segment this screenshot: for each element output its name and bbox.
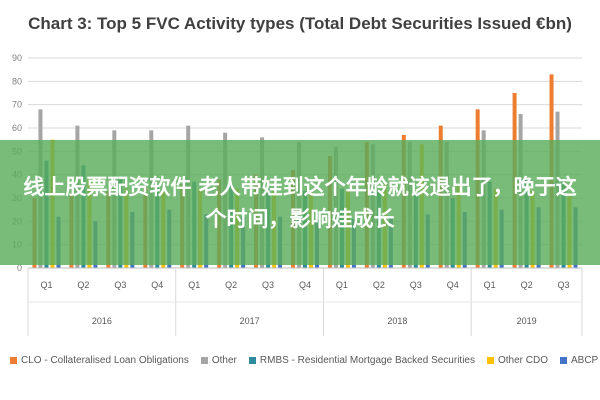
x-tick-label: Q3 [558,280,570,290]
x-tick-label: Q3 [114,280,126,290]
legend-swatch [10,356,17,364]
chart-title: Chart 3: Top 5 FVC Activity types (Total… [28,14,572,33]
legend-label: Other [211,354,237,366]
legend-item: ABCP [560,355,598,366]
legend-swatch [560,356,567,364]
x-tick-label: Q1 [40,280,52,290]
y-tick-label: 80 [12,76,22,86]
x-tick-label: Q2 [373,280,385,290]
legend-swatch [248,356,256,364]
legend-label: ABCP [571,354,599,366]
year-label: 2018 [387,316,407,326]
x-tick-label: Q1 [336,280,348,290]
legend-label: RMBS - Residential Mortgage Backed Secur… [259,354,475,366]
legend-item: CLO - Collateralised Loan Obligations [10,355,189,366]
x-tick-label: Q4 [299,280,311,290]
legend-item: Other [200,354,237,366]
x-tick-label: Q2 [521,280,533,290]
legend-swatch [486,356,494,364]
legend-swatch [200,356,208,364]
x-tick-label: Q1 [484,280,496,290]
legend-item: Other CDO [486,354,548,366]
legend-item: RMBS - Residential Mortgage Backed Secur… [248,354,475,366]
year-label: 2017 [240,316,260,326]
y-tick-label: 60 [12,123,22,133]
x-tick-label: Q3 [410,280,422,290]
x-tick-label: Q2 [77,280,89,290]
y-tick-label: 70 [12,100,22,110]
legend: CLO - Collateralised Loan Obligations Oth… [10,349,598,371]
x-tick-label: Q4 [151,280,163,290]
y-tick-label: 90 [12,53,22,63]
overlay-banner: 线上股票配资软件 老人带娃到这个年龄就该退出了，晚于这个时间，影响娃成长 [0,140,600,265]
x-tick-label: Q4 [447,280,459,290]
overlay-text: 线上股票配资软件 老人带娃到这个年龄就该退出了，晚于这个时间，影响娃成长 [23,174,577,231]
year-label: 2016 [92,316,112,326]
legend-label: CLO - Collateralised Loan Obligations [21,354,189,366]
legend-label: Other CDO [497,354,548,366]
year-label: 2019 [517,316,537,326]
x-tick-label: Q2 [225,280,237,290]
x-tick-label: Q1 [188,280,200,290]
x-tick-label: Q3 [262,280,274,290]
y-tick-label: 0 [17,263,22,273]
